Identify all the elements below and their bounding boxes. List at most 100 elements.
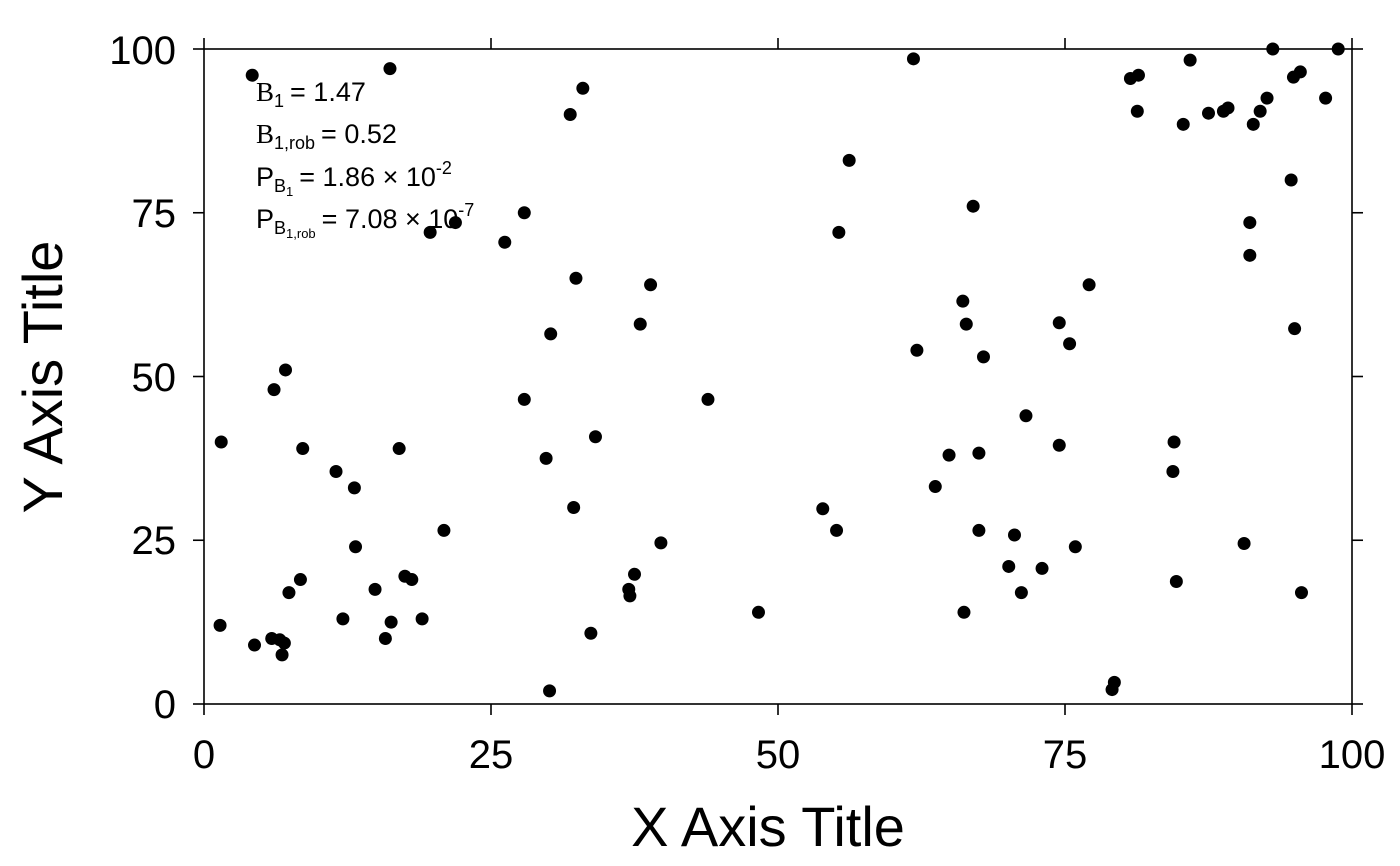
- data-point-99: [1331, 42, 1345, 56]
- data-point-14: [336, 612, 350, 626]
- annotation-b1: B1 = 1.47: [256, 77, 366, 111]
- data-point-83: [1202, 106, 1215, 120]
- data-point-98: [1319, 91, 1333, 105]
- data-point-62: [976, 350, 990, 364]
- x-tick-label-0: 0: [193, 733, 215, 777]
- data-point-1: [213, 618, 227, 632]
- data-point-82: [1183, 53, 1197, 67]
- data-point-21: [392, 442, 406, 456]
- stats-annotation: B1 = 1.47 B1,rob = 0.52 PB1 = 1.86 × 10-2 P…: [256, 77, 474, 241]
- data-point-32: [543, 684, 557, 698]
- data-point-33: [544, 327, 558, 341]
- data-point-17: [368, 582, 382, 596]
- data-point-47: [751, 605, 765, 619]
- y-tick-label-100: 100: [109, 29, 176, 73]
- data-point-86: [1237, 537, 1251, 551]
- data-point-30: [517, 392, 531, 406]
- data-point-52: [906, 52, 920, 66]
- data-point-64: [1007, 528, 1021, 542]
- data-point-23: [405, 573, 419, 587]
- data-point-63: [1002, 559, 1016, 573]
- data-point-24: [415, 612, 429, 626]
- axis-ticks: [193, 38, 1363, 715]
- data-point-59: [966, 199, 980, 213]
- data-point-76: [1130, 104, 1144, 118]
- data-point-80: [1169, 575, 1183, 589]
- y-tick-label-75: 75: [132, 192, 177, 236]
- data-point-8: [277, 636, 291, 650]
- data-point-3: [248, 638, 262, 652]
- x-tick-labels: 0 25 50 75 100: [193, 733, 1386, 777]
- data-point-66: [1019, 409, 1033, 423]
- data-point-31: [539, 451, 553, 465]
- x-axis-title: X Axis Title: [631, 795, 905, 858]
- x-tick-label-50: 50: [756, 733, 801, 777]
- data-point-25: [423, 225, 437, 239]
- data-point-85: [1221, 101, 1235, 115]
- data-point-48: [816, 502, 830, 516]
- data-point-69: [1052, 438, 1066, 452]
- data-point-72: [1082, 278, 1096, 292]
- data-point-89: [1246, 117, 1260, 131]
- data-point-95: [1288, 322, 1302, 336]
- data-point-68: [1052, 316, 1066, 330]
- data-point-7: [275, 648, 289, 662]
- data-point-18: [378, 632, 392, 645]
- y-axis-title: Y Axis Title: [11, 241, 74, 514]
- data-point-38: [584, 626, 598, 640]
- x-tick-label-100: 100: [1319, 733, 1386, 777]
- annotation-p-b1-rob: PB1,rob = 7.08 × 10-7: [256, 200, 474, 241]
- data-point-93: [1284, 173, 1298, 187]
- data-point-35: [567, 501, 581, 514]
- data-point-70: [1063, 337, 1077, 351]
- data-point-27: [448, 216, 462, 230]
- data-point-49: [830, 523, 844, 537]
- data-point-51: [842, 153, 856, 167]
- annotation-p-b1: PB1 = 1.86 × 10-2: [256, 158, 452, 199]
- data-point-81: [1176, 117, 1190, 131]
- data-point-43: [633, 317, 647, 331]
- data-point-58: [959, 317, 973, 331]
- data-point-71: [1068, 540, 1082, 554]
- annotation-b1-rob: B1,rob = 0.52: [256, 119, 397, 153]
- data-point-50: [832, 225, 846, 239]
- data-point-96: [1293, 65, 1307, 79]
- data-points: [213, 42, 1345, 698]
- data-point-79: [1167, 435, 1181, 449]
- data-point-74: [1107, 675, 1121, 689]
- data-point-61: [972, 523, 986, 537]
- data-point-55: [942, 448, 956, 462]
- data-point-15: [347, 481, 361, 495]
- data-point-5: [267, 383, 281, 397]
- data-point-29: [517, 206, 531, 220]
- data-point-13: [329, 464, 343, 478]
- data-point-91: [1260, 91, 1274, 105]
- data-point-11: [293, 573, 307, 587]
- y-tick-label-0: 0: [154, 683, 176, 727]
- y-tick-label-50: 50: [132, 356, 177, 400]
- data-point-42: [628, 567, 641, 581]
- data-point-88: [1243, 248, 1257, 262]
- data-point-57: [957, 605, 971, 619]
- data-point-41: [623, 589, 637, 603]
- data-point-0: [214, 435, 228, 449]
- data-point-36: [569, 271, 583, 285]
- data-point-19: [383, 62, 397, 76]
- data-point-54: [928, 480, 942, 494]
- data-point-16: [349, 540, 363, 554]
- data-point-39: [588, 430, 602, 444]
- x-tick-label-25: 25: [469, 733, 514, 777]
- data-point-44: [644, 278, 658, 292]
- data-point-78: [1166, 464, 1180, 478]
- data-point-67: [1035, 561, 1049, 575]
- data-point-9: [279, 363, 293, 377]
- data-point-10: [282, 586, 296, 600]
- data-point-90: [1253, 104, 1267, 118]
- y-tick-label-25: 25: [132, 519, 177, 563]
- data-point-97: [1294, 586, 1308, 600]
- data-point-12: [296, 442, 310, 456]
- data-point-53: [910, 343, 924, 357]
- data-point-37: [576, 81, 590, 95]
- data-point-92: [1266, 42, 1280, 56]
